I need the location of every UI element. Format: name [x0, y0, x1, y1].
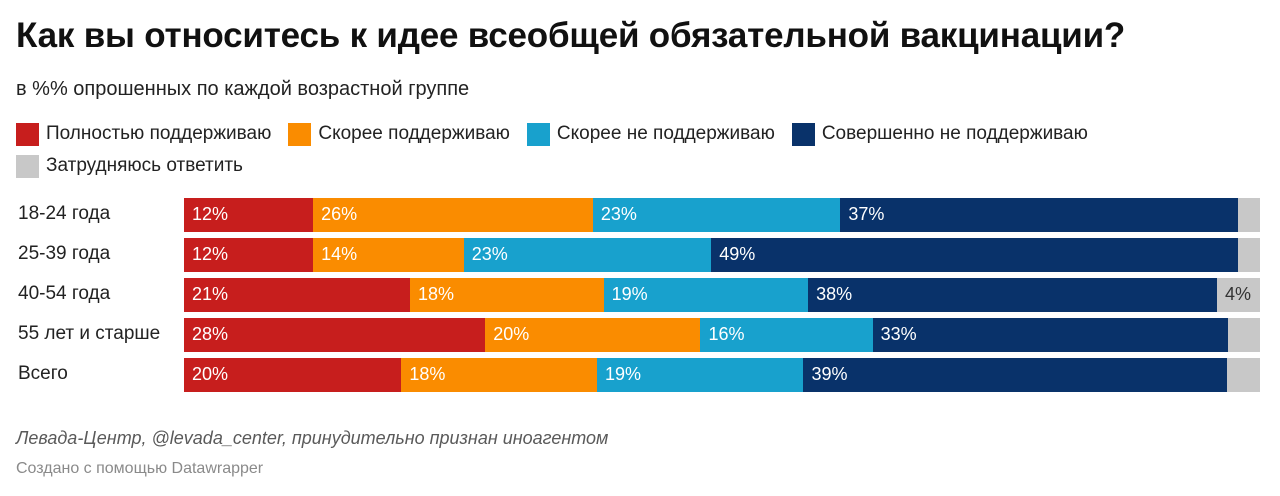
- bar-segment: 21%: [184, 278, 410, 312]
- datawrapper-credit: Создано с помощью Datawrapper: [16, 460, 264, 477]
- data-label: 19%: [604, 364, 642, 384]
- stacked-bar-chart: 18-24 года 12% 26% 23% 37% 25-39 года 12% 14% 23…: [0, 198, 1280, 398]
- bar-track: 20% 18% 19% 39%: [184, 358, 1260, 392]
- legend-item: Полностью поддерживаю: [16, 122, 271, 146]
- data-label: 38%: [816, 284, 853, 304]
- bar-row: 25-39 года 12% 14% 23% 49%: [0, 238, 1280, 278]
- bar-segment: 20%: [485, 318, 701, 352]
- bar-segment: 12%: [184, 198, 314, 232]
- bar-track: 12% 26% 23% 37%: [184, 198, 1260, 232]
- data-label: 14%: [321, 244, 358, 264]
- bar-segment: 14%: [313, 238, 464, 272]
- chart-subtitle: в %% опрошенных по каждой возрастной гру…: [16, 78, 470, 100]
- legend-swatch: [16, 154, 39, 178]
- bar-segment: 18%: [401, 358, 597, 392]
- bar-track: 21% 18% 19% 38% 4%: [184, 278, 1260, 312]
- legend-label: Полностью поддерживаю: [46, 123, 272, 144]
- category-label: Всего: [18, 363, 68, 384]
- bar-segment: 26%: [313, 198, 593, 232]
- legend-swatch: [791, 122, 815, 146]
- bar-row: 40-54 года 21% 18% 19% 38% 4%: [0, 278, 1280, 318]
- legend-item: Совершенно не поддерживаю: [791, 122, 1088, 146]
- bar-segment: 12%: [184, 238, 314, 272]
- category-label: 40-54 года: [18, 283, 111, 304]
- bar-row: 55 лет и старше 28% 20% 16% 33%: [0, 318, 1280, 358]
- data-label: 16%: [708, 324, 745, 344]
- bar-segment: 16%: [700, 318, 873, 352]
- bar-segment: 18%: [409, 278, 604, 312]
- bar-segment: 23%: [592, 198, 841, 232]
- bar-segment: [1238, 198, 1260, 232]
- legend-item: Затрудняюсь ответить: [16, 154, 1256, 178]
- data-label: 21%: [192, 284, 229, 304]
- legend-swatch: [526, 122, 550, 146]
- source-note: Левада-Центр, @levada_center, принудител…: [16, 428, 609, 448]
- bar-track: 12% 14% 23% 49%: [184, 238, 1260, 272]
- bar-track: 28% 20% 16% 33%: [184, 318, 1260, 352]
- category-label: 25-39 года: [18, 243, 111, 264]
- data-label: 19%: [611, 284, 648, 304]
- legend-label: Скорее поддерживаю: [318, 123, 510, 144]
- bar-segment: [1238, 238, 1260, 272]
- bar-segment: 37%: [840, 198, 1239, 232]
- bar-segment: 19%: [596, 358, 804, 392]
- legend-item: Скорее не поддерживаю: [526, 122, 775, 146]
- data-label: 23%: [471, 244, 508, 264]
- data-label: 18%: [417, 284, 454, 304]
- bar-segment: 4%: [1216, 278, 1260, 312]
- bar-segment: 38%: [808, 278, 1217, 312]
- bar-segment: 49%: [711, 238, 1239, 272]
- bar-segment: 39%: [803, 358, 1228, 392]
- category-label: 18-24 года: [18, 203, 111, 224]
- legend-swatch: [16, 122, 39, 146]
- bar-row: Всего 20% 18% 19% 39%: [0, 358, 1280, 398]
- bar-segment: [1227, 318, 1260, 352]
- bar-segment: 23%: [463, 238, 712, 272]
- data-label: 28%: [192, 324, 229, 344]
- legend-swatch: [288, 122, 312, 146]
- data-label: 20%: [493, 324, 530, 344]
- bar-segment: [1227, 358, 1260, 392]
- legend-item: Скорее поддерживаю: [288, 122, 510, 146]
- bar-segment: 20%: [184, 358, 402, 392]
- data-label: 23%: [600, 204, 637, 224]
- data-label: 18%: [409, 364, 446, 384]
- bar-segment: 28%: [184, 318, 486, 352]
- data-label: 20%: [192, 364, 229, 384]
- bar-row: 18-24 года 12% 26% 23% 37%: [0, 198, 1280, 238]
- data-label: 33%: [880, 324, 917, 344]
- data-label: 49%: [719, 244, 756, 264]
- data-label: 12%: [192, 204, 229, 224]
- legend: Полностью поддерживаю Скорее поддерживаю С…: [16, 122, 1256, 178]
- chart-title: Как вы относитесь к идее всеобщей обязат…: [16, 16, 1126, 55]
- bar-segment: 33%: [872, 318, 1228, 352]
- data-label: 39%: [811, 364, 848, 384]
- bar-segment: 19%: [603, 278, 809, 312]
- category-label: 55 лет и старше: [18, 323, 161, 344]
- legend-label: Затрудняюсь ответить: [46, 155, 243, 176]
- legend-label: Скорее не поддерживаю: [556, 123, 775, 144]
- data-label: 26%: [321, 204, 358, 224]
- legend-label: Совершенно не поддерживаю: [821, 123, 1088, 144]
- data-label: 37%: [848, 204, 885, 224]
- data-label: 12%: [192, 244, 229, 264]
- data-label: 4%: [1224, 284, 1251, 304]
